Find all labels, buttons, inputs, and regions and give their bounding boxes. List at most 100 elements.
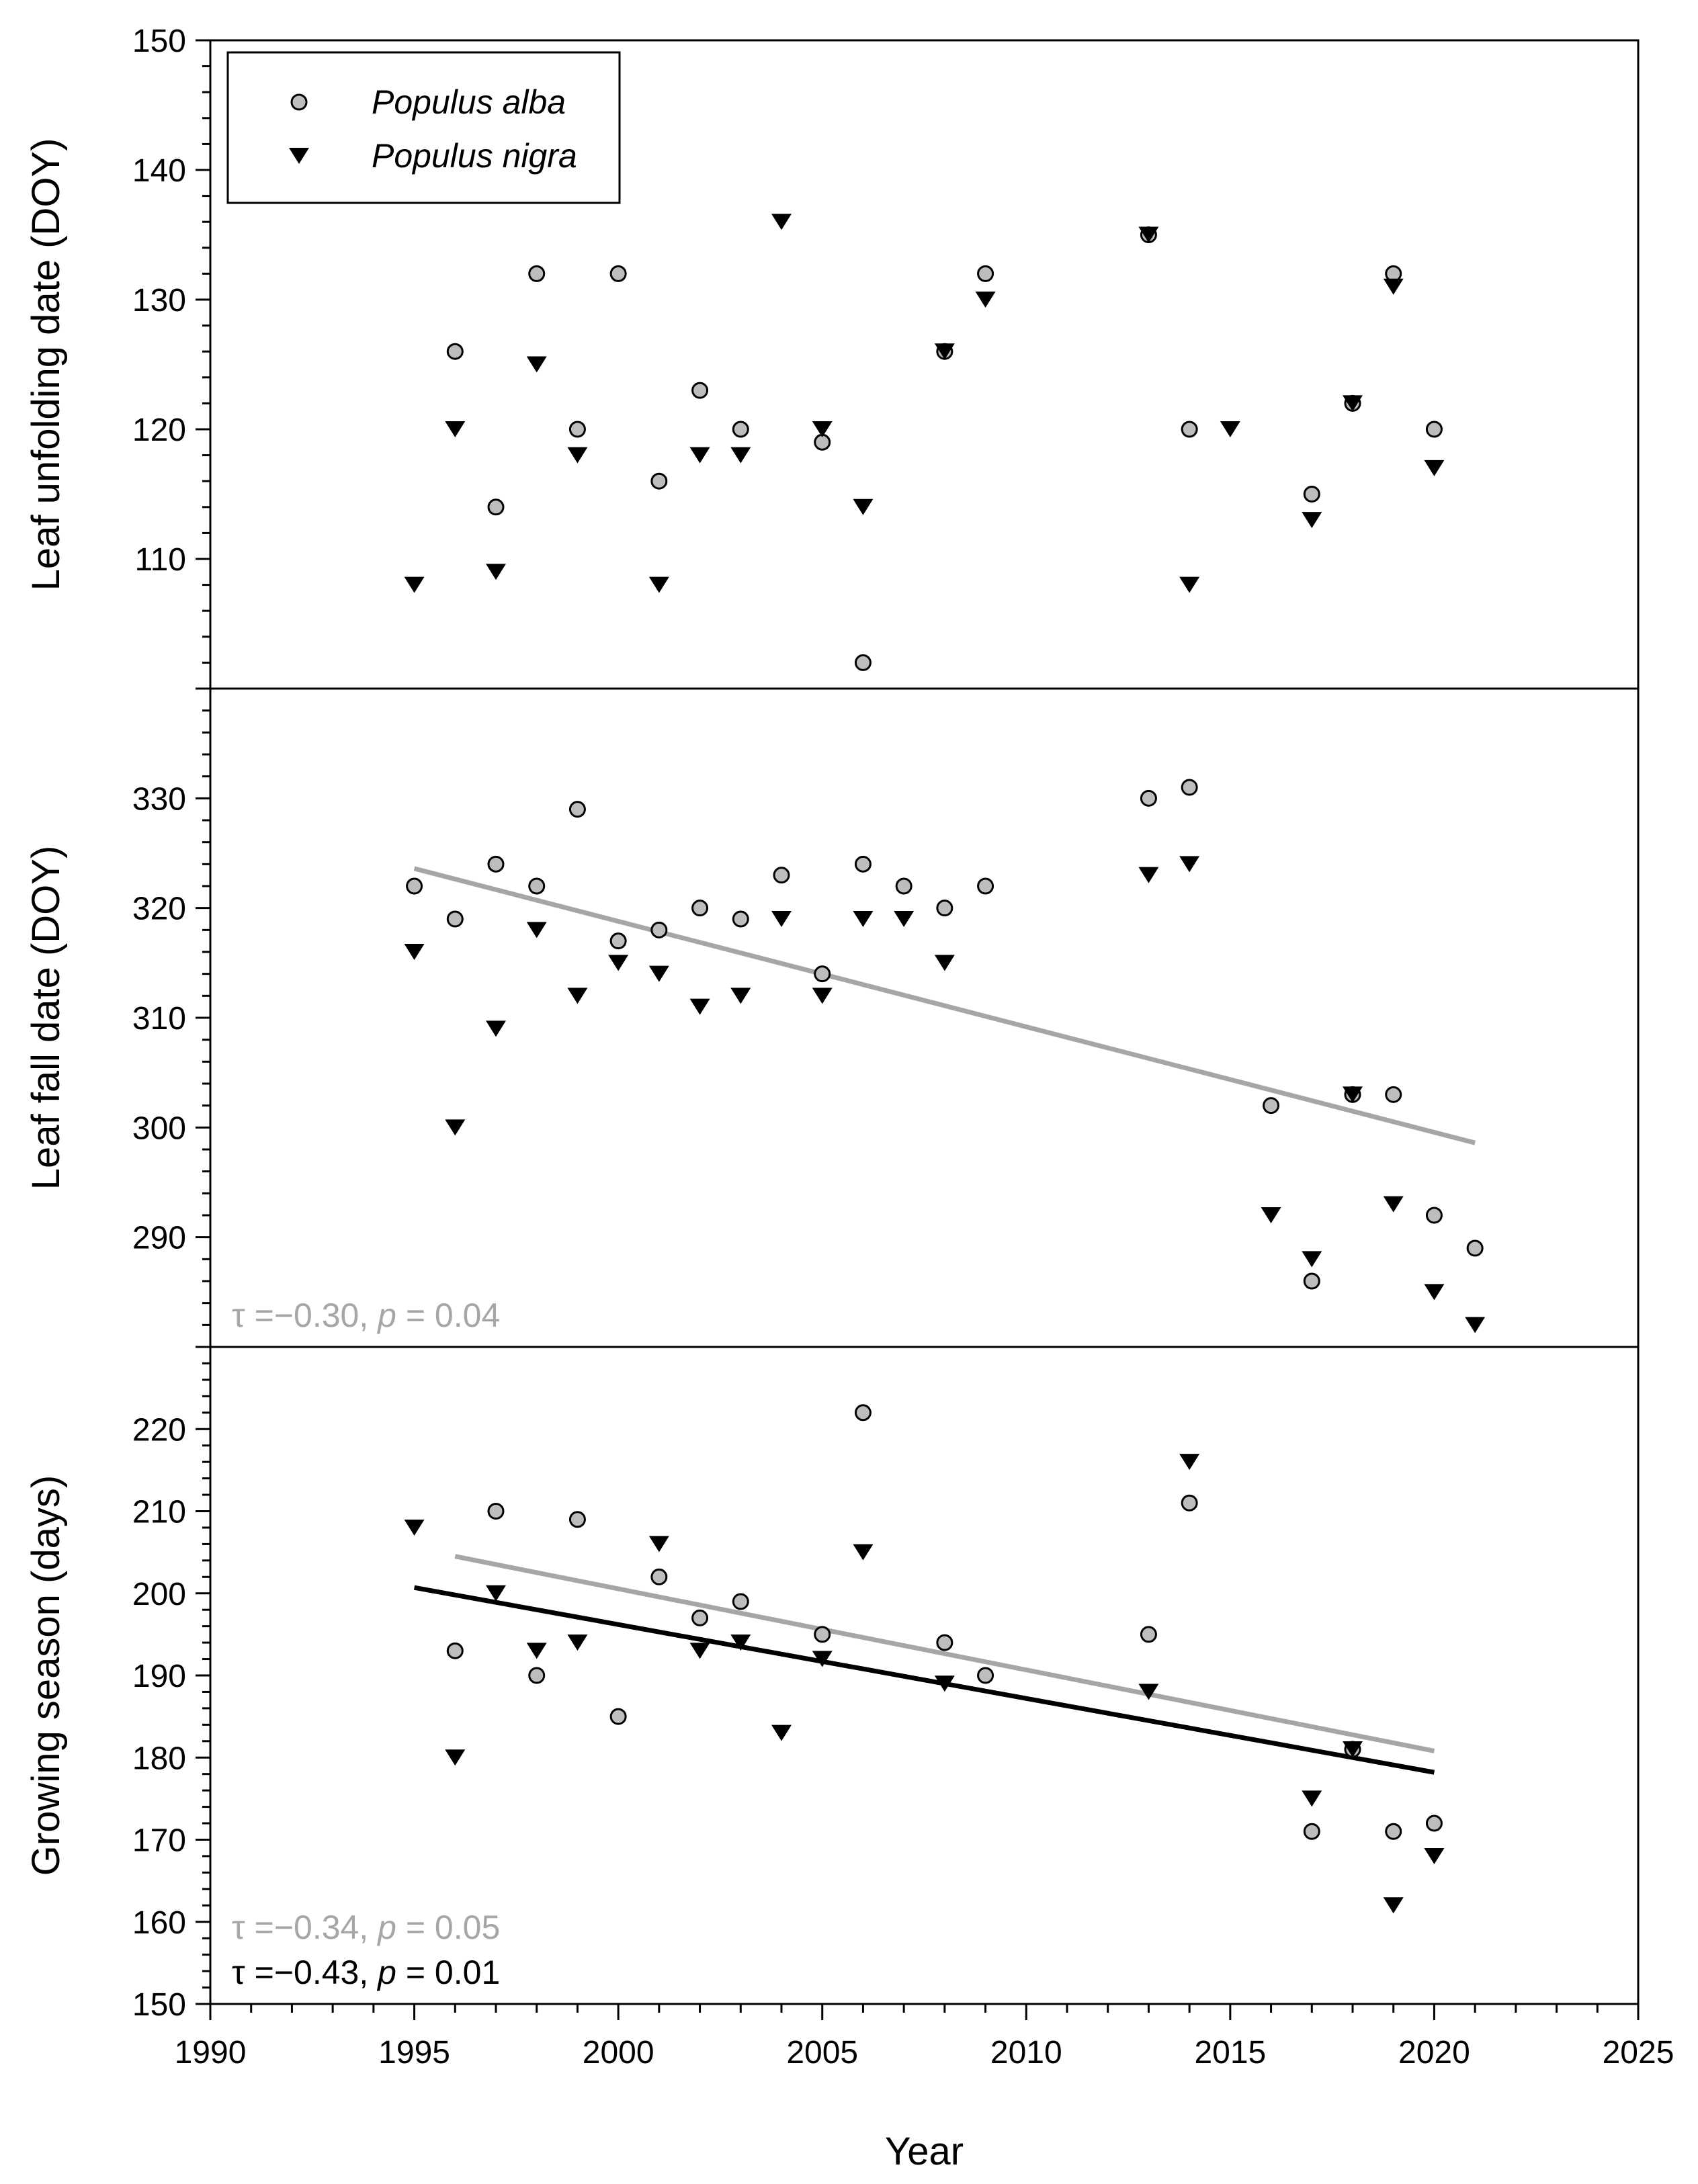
alba-point xyxy=(1425,1207,1443,1224)
alba-point xyxy=(1466,1239,1484,1257)
alba-point xyxy=(854,654,872,671)
nigra-point xyxy=(1424,1847,1445,1864)
y-tick-label: 140 xyxy=(132,153,186,189)
nigra-point xyxy=(1465,1317,1486,1334)
nigra-point xyxy=(526,922,547,938)
panel-season: 150 160 170 180 190 200 210 220 Growing season (… xyxy=(24,1346,1640,2023)
alba-point xyxy=(814,1626,831,1643)
alba-point xyxy=(1385,1823,1402,1840)
nigra-point xyxy=(1383,278,1404,295)
nigra-point xyxy=(1302,1790,1322,1807)
nigra-point xyxy=(445,1119,466,1136)
nigra-point xyxy=(1138,867,1159,883)
nigra-point xyxy=(648,1536,669,1553)
stat-p: p xyxy=(376,1297,396,1334)
stat-value: = 0.05 xyxy=(396,1909,500,1946)
alba-point xyxy=(650,472,668,490)
nigra-point xyxy=(812,1651,833,1667)
nigra-point xyxy=(608,955,629,971)
alba-point xyxy=(446,343,464,360)
alba-point xyxy=(732,910,749,928)
nigra-point xyxy=(812,421,833,437)
nigra-point xyxy=(1179,1454,1200,1471)
legend-box xyxy=(226,51,621,204)
y-axis-title: Leaf unfolding date (DOY) xyxy=(24,138,68,591)
nigra-point xyxy=(486,1020,506,1037)
nigra-point xyxy=(1343,395,1363,412)
x-tick-label: 2005 xyxy=(786,2035,858,2070)
alba-point xyxy=(528,877,546,895)
alba-point xyxy=(773,867,790,884)
alba-point xyxy=(732,1593,749,1610)
nigra-point xyxy=(567,988,588,1004)
x-tick-label: 2010 xyxy=(990,2035,1062,2070)
y-tick-label: 210 xyxy=(132,1495,186,1530)
nigra-point xyxy=(404,576,425,593)
legend-nigra-marker xyxy=(289,148,309,164)
y-tick-label: 300 xyxy=(132,1110,186,1146)
nigra-point xyxy=(486,564,506,580)
alba-point xyxy=(1303,486,1320,503)
alba-point xyxy=(568,421,586,438)
nigra-point xyxy=(1179,576,1200,593)
alba-point xyxy=(1303,1823,1320,1840)
nigra-point xyxy=(1383,1897,1404,1914)
nigra-point xyxy=(730,447,751,464)
alba-point xyxy=(936,1634,953,1651)
y-tick-label: 150 xyxy=(132,24,186,59)
x-tick-label: 2020 xyxy=(1398,2035,1470,2070)
y-tick-label: 150 xyxy=(132,1987,186,2023)
stat-value: = 0.04 xyxy=(396,1297,500,1334)
alba-point xyxy=(691,382,709,399)
alba-point xyxy=(609,932,627,950)
alba-point xyxy=(650,921,668,938)
trend-statistic: τ =−0.34, p = 0.05 xyxy=(232,1909,500,1946)
alba-point xyxy=(609,265,627,282)
y-tick-label: 320 xyxy=(132,891,186,927)
y-tick-label: 170 xyxy=(132,1823,186,1859)
alba-point xyxy=(854,1404,872,1422)
alba-point xyxy=(895,877,912,895)
nigra-point xyxy=(1179,856,1200,873)
nigra-point xyxy=(648,576,669,593)
nigra-point xyxy=(771,1724,792,1741)
x-tick-label: 2000 xyxy=(583,2035,654,2070)
nigra-point xyxy=(730,1634,751,1651)
legend: Populus alba Populus nigra xyxy=(226,51,621,204)
alba-point xyxy=(936,900,953,917)
nigra-point xyxy=(486,1585,506,1602)
stat-p: p xyxy=(376,1909,396,1946)
nigra-point xyxy=(404,1519,425,1536)
nigra-point xyxy=(1138,1684,1159,1700)
nigra-point xyxy=(853,911,874,927)
alba-point xyxy=(691,900,709,917)
x-tick-label: 1995 xyxy=(378,2035,450,2070)
x-axis-title: Year xyxy=(885,2130,964,2173)
stat-value: = 0.01 xyxy=(396,1954,500,1991)
stat-p: p xyxy=(376,1954,396,1991)
nigra-point xyxy=(853,498,874,515)
alba-point xyxy=(691,1609,709,1626)
plot-frame xyxy=(209,687,1640,1348)
y-tick-label: 190 xyxy=(132,1659,186,1694)
trend-statistic: τ =−0.30, p = 0.04 xyxy=(232,1297,500,1334)
legend-label: Populus alba xyxy=(372,83,566,121)
alba-point xyxy=(446,1642,464,1659)
alba-point xyxy=(1303,1272,1320,1290)
alba-point xyxy=(487,1503,505,1520)
y-tick-label: 110 xyxy=(134,542,186,578)
nigra-point xyxy=(689,998,710,1015)
nigra-point xyxy=(1138,226,1159,243)
alba-point xyxy=(1425,421,1443,438)
alba-point xyxy=(1140,1626,1157,1643)
nigra-point xyxy=(689,447,710,464)
alba-point xyxy=(732,421,749,438)
y-tick-label: 160 xyxy=(132,1905,186,1941)
panel-unfolding: 110 120 130 140 150 Leaf unfolding date (DOY) xyxy=(24,24,1640,690)
nigra-point xyxy=(648,965,669,982)
alba-point xyxy=(1425,1815,1443,1832)
alba-point xyxy=(406,877,423,895)
nigra-point xyxy=(934,343,955,360)
alba-point xyxy=(1181,779,1198,796)
y-axis-title: Leaf fall date (DOY) xyxy=(24,846,68,1190)
